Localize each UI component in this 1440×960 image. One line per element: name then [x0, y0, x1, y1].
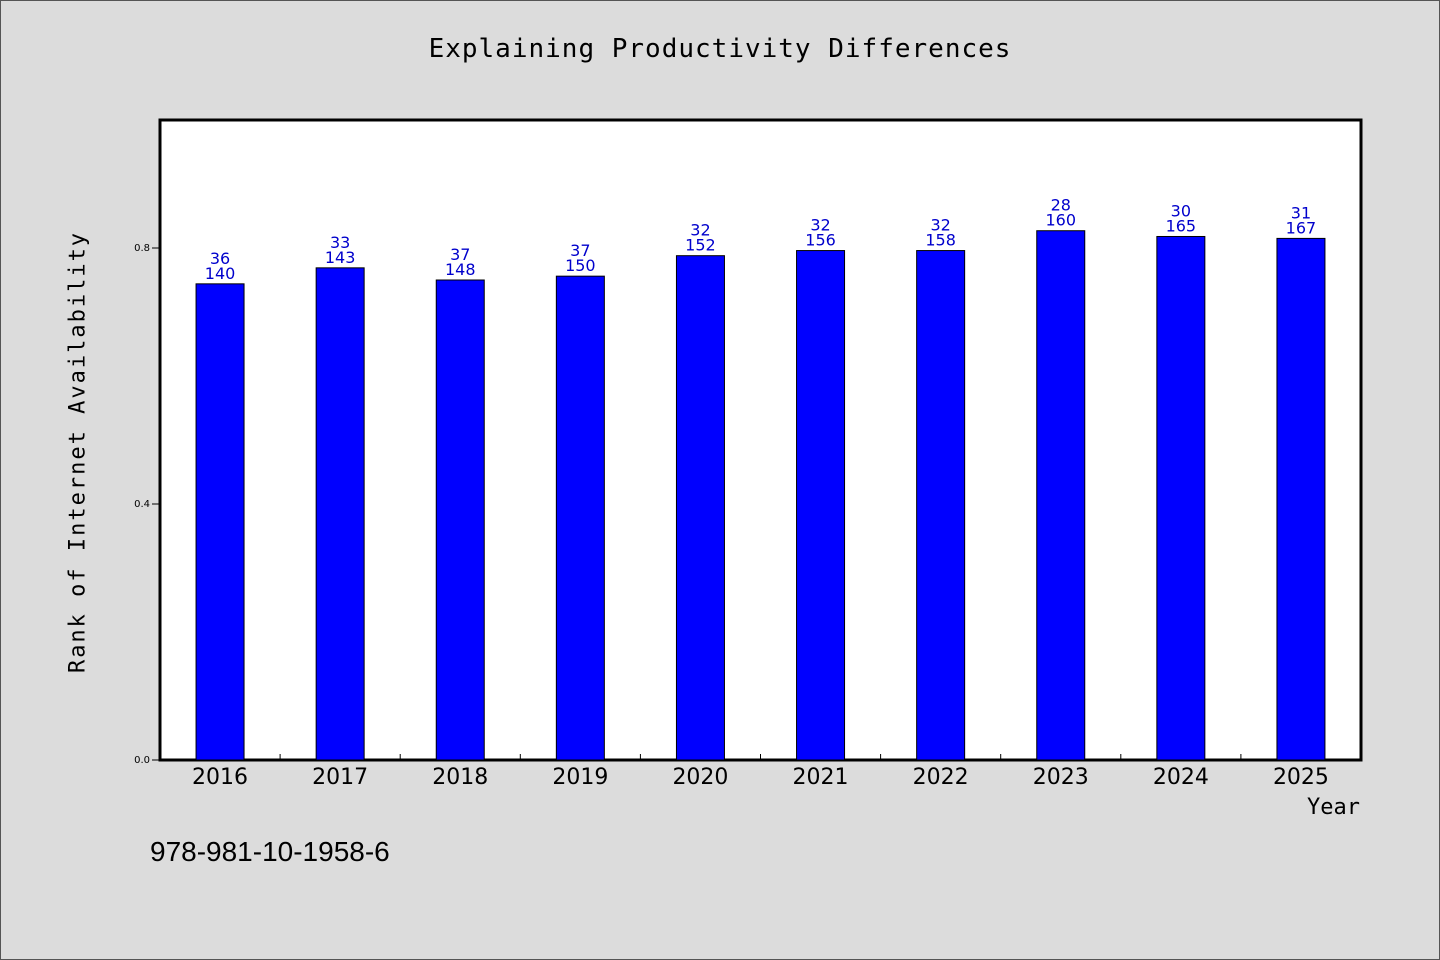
x-tick-label: 2024 [1153, 765, 1209, 790]
bar-2019 [555, 275, 605, 761]
bar-2020 [675, 255, 725, 761]
bar-label-top: 33 [330, 233, 350, 252]
bar-2022 [916, 250, 966, 761]
bar-label-top: 32 [810, 216, 830, 235]
bar-2017 [315, 267, 365, 761]
bar-2025 [1276, 237, 1326, 761]
bar-label-bottom: 152 [685, 236, 716, 255]
x-tick-label: 2016 [192, 765, 248, 790]
bar-2016 [195, 283, 245, 761]
x-tick-label: 2021 [793, 765, 849, 790]
x-tick-label: 2017 [312, 765, 368, 790]
y-tick-label: 0.0 [134, 755, 150, 766]
x-tick-label: 2025 [1273, 765, 1329, 790]
x-tick-label: 2018 [432, 765, 488, 790]
bar-label-bottom: 160 [1045, 211, 1076, 230]
bar-label-top: 32 [690, 221, 710, 240]
bar-label-bottom: 143 [325, 248, 356, 267]
bar-label-bottom: 167 [1286, 218, 1317, 237]
chart-title: Explaining Productivity Differences [428, 34, 1012, 64]
bar-2024 [1156, 235, 1206, 761]
x-tick-label: 2022 [913, 765, 969, 790]
bar-label-top: 30 [1171, 201, 1191, 220]
x-tick-label: 2020 [672, 765, 728, 790]
y-tick-label: 0.8 [134, 243, 150, 254]
bar-label-top: 37 [570, 241, 590, 260]
bar-label-bottom: 150 [565, 256, 596, 275]
bar-label-bottom: 158 [925, 231, 956, 250]
bar-label-bottom: 165 [1166, 216, 1197, 235]
y-tick-label: 0.4 [134, 499, 150, 510]
bar-2018 [435, 279, 485, 761]
bar-2023 [1036, 230, 1086, 761]
bar-label-top: 28 [1051, 196, 1071, 215]
bar-label-top: 37 [450, 245, 470, 264]
bar-label-bottom: 140 [205, 264, 236, 283]
bar-2021 [796, 250, 846, 761]
x-tick-label: 2023 [1033, 765, 1089, 790]
bar-label-bottom: 156 [805, 231, 836, 250]
bar-label-top: 31 [1291, 203, 1311, 222]
isbn-footnote: 978-981-10-1958-6 [150, 836, 390, 867]
bar-label-top: 36 [210, 249, 230, 268]
x-tick-label: 2019 [552, 765, 608, 790]
x-axis-label: Year [1307, 795, 1360, 820]
bar-label-top: 32 [930, 216, 950, 235]
bar-label-bottom: 148 [445, 260, 476, 279]
